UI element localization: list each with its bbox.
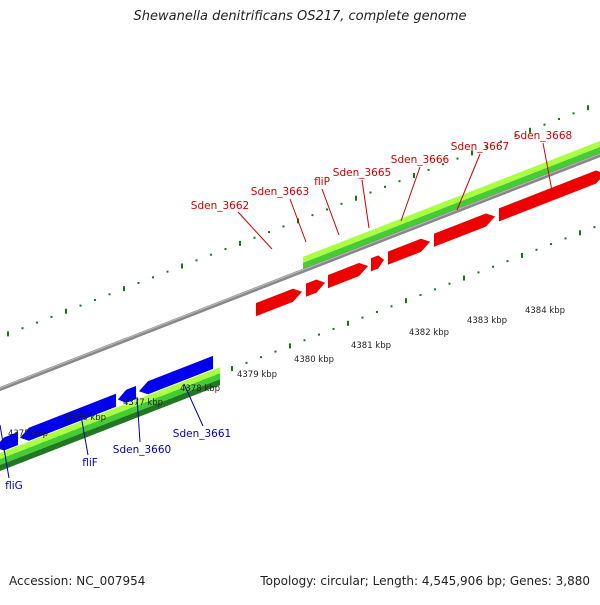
forward-gene-leader: [289, 198, 307, 243]
forward-gene-leader: [400, 166, 421, 222]
gc-band-dark: [0, 379, 220, 472]
scale-tick-label: 4380 kbp: [294, 355, 334, 365]
scale-tick-label: 4384 kbp: [525, 306, 565, 316]
gc-band-mid: [0, 373, 220, 466]
reverse-gene-label: Sden_3660: [113, 444, 171, 456]
reverse-gene-leader: [136, 396, 141, 443]
forward-gene-leader: [456, 153, 481, 211]
backbone-highlight: [0, 153, 600, 389]
tick-marks: [0, 105, 596, 462]
reverse-gene-leader: [79, 409, 89, 456]
reverse-gene-arrow: [117, 385, 137, 404]
forward-gene-arrow: [370, 255, 385, 272]
forward-gene-leader: [361, 179, 370, 229]
forward-gene-arrow: [498, 170, 600, 222]
forward-gene-arrow: [255, 288, 303, 317]
forward-gene-arrow: [327, 262, 369, 289]
gene-track: [0, 170, 600, 451]
map-title: Shewanella denitrificans OS217, complete…: [133, 9, 467, 24]
scale-tick-label: 4383 kbp: [467, 316, 507, 326]
forward-gene-label: Sden_3662: [191, 200, 249, 212]
reverse-gene-label: Sden_3661: [173, 428, 231, 440]
label-leaders: [0, 142, 553, 479]
scale-tick-label: 4376 kbp: [66, 413, 106, 423]
forward-gene-label: Sden_3668: [514, 130, 572, 142]
scale-tick-label: 4382 kbp: [409, 328, 449, 338]
forward-gene-label: Sden_3663: [251, 186, 309, 198]
accession-text: Accession: NC_007954: [9, 574, 146, 588]
reverse-gene-leader: [0, 424, 10, 479]
forward-gene-leader: [542, 142, 553, 192]
labels: 4375 kbp 4376 kbp 4377 kbp 4378 kbp 4379 kbp…: [5, 130, 572, 492]
forward-gene-arrow: [387, 238, 431, 266]
reverse-gene-label: fliF: [82, 457, 98, 469]
gc-band-light: [303, 141, 600, 263]
gc-band-light: [0, 367, 220, 460]
backbone-line: [0, 152, 600, 392]
scale-tick-label: 4379 kbp: [237, 370, 277, 380]
reverse-gene-arrow: [19, 393, 117, 441]
forward-gene-label: fliP: [314, 176, 330, 188]
scale-tick-label: 4381 kbp: [351, 341, 391, 351]
forward-gene-leader: [237, 211, 273, 250]
scale-tick-label: 4375 kbp: [8, 429, 48, 439]
forward-gene-arrow: [433, 213, 496, 248]
forward-gene-label: Sden_3667: [451, 141, 509, 153]
genome-summary-text: Topology: circular; Length: 4,545,906 bp…: [260, 574, 590, 588]
reverse-gene-label: fliG: [5, 480, 23, 492]
scale-tick-label: 4378 kbp: [180, 384, 220, 394]
gc-band-mid: [303, 147, 600, 269]
reverse-gene-arrow: [138, 355, 214, 395]
forward-gene-leader: [321, 188, 340, 236]
forward-gene-label: Sden_3666: [391, 154, 450, 166]
forward-gene-arrow: [305, 279, 326, 298]
forward-gene-label: Sden_3665: [333, 167, 391, 179]
backbone-line: [0, 152, 600, 392]
reverse-gene-leader: [183, 383, 204, 427]
scale-tick-label: 4377 kbp: [123, 398, 163, 408]
